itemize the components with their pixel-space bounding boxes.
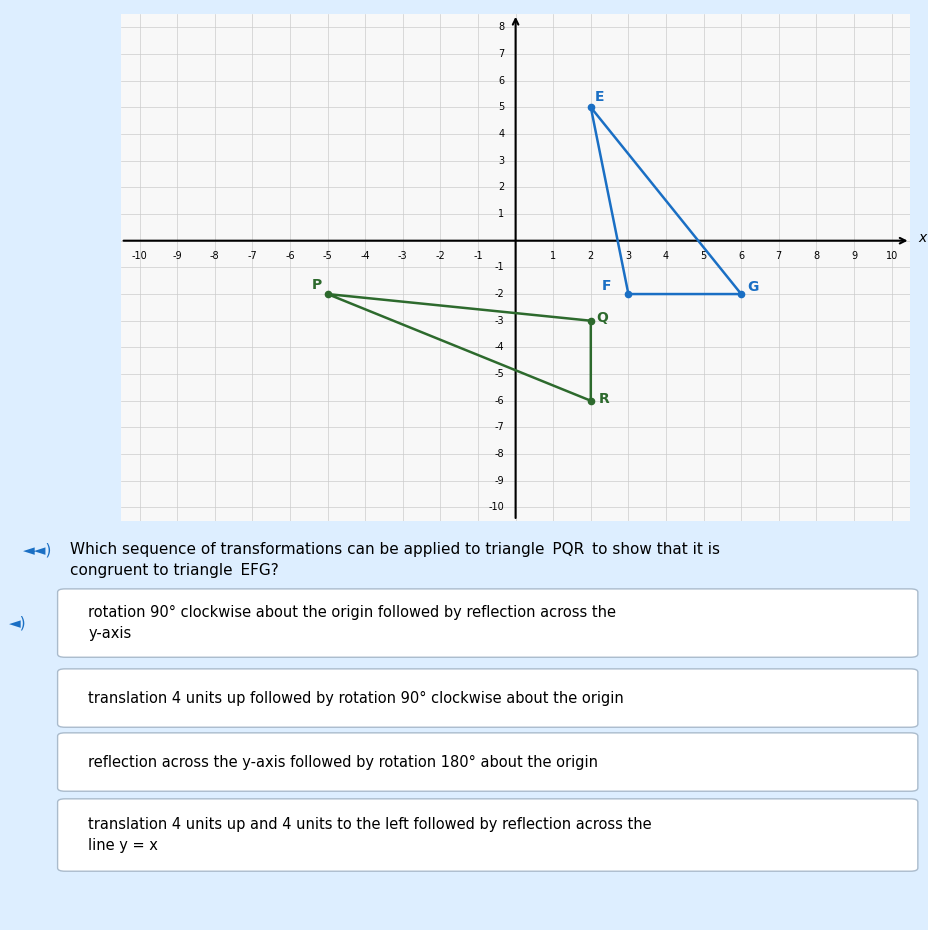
Text: 1: 1 [549,251,556,261]
Text: 1: 1 [497,209,504,219]
Text: 10: 10 [884,251,896,261]
Text: R: R [598,392,609,406]
Text: rotation 90° clockwise about the origin followed by reflection across the
y-axis: rotation 90° clockwise about the origin … [88,605,615,641]
Text: P: P [312,278,322,292]
Text: E: E [594,89,603,103]
Text: -6: -6 [494,396,504,405]
Text: Q: Q [596,311,608,325]
Text: -9: -9 [173,251,182,261]
Text: -10: -10 [488,502,504,512]
Text: -9: -9 [494,476,504,485]
Text: translation 4 units up and 4 units to the left followed by reflection across the: translation 4 units up and 4 units to th… [88,817,651,853]
Text: 2: 2 [497,182,504,193]
Text: -8: -8 [210,251,219,261]
Text: 4: 4 [497,129,504,139]
Text: -2: -2 [435,251,445,261]
Text: -1: -1 [472,251,483,261]
Text: -10: -10 [132,251,148,261]
Text: G: G [746,280,757,295]
Text: 4: 4 [663,251,668,261]
Text: Which sequence of transformations can be applied to triangle  PQR  to show that : Which sequence of transformations can be… [70,542,719,578]
Text: -5: -5 [322,251,332,261]
Text: 8: 8 [813,251,818,261]
Text: 9: 9 [850,251,857,261]
Text: 7: 7 [775,251,781,261]
Text: -8: -8 [494,449,504,459]
Text: 7: 7 [497,49,504,59]
Text: F: F [601,279,611,293]
Text: -3: -3 [494,315,504,326]
Text: 3: 3 [625,251,631,261]
Text: -4: -4 [494,342,504,352]
FancyBboxPatch shape [58,669,917,727]
Text: ◄◄): ◄◄) [23,542,53,557]
Text: reflection across the y-axis followed by rotation 180° about the origin: reflection across the y-axis followed by… [88,754,598,769]
Text: -4: -4 [360,251,369,261]
Text: 5: 5 [497,102,504,113]
Text: 3: 3 [497,155,504,166]
FancyBboxPatch shape [58,733,917,791]
Text: ◄): ◄) [9,616,27,631]
Text: -7: -7 [247,251,257,261]
Text: 8: 8 [497,22,504,33]
FancyBboxPatch shape [58,799,917,871]
Text: 5: 5 [700,251,706,261]
FancyBboxPatch shape [58,589,917,658]
Text: translation 4 units up followed by rotation 90° clockwise about the origin: translation 4 units up followed by rotat… [88,691,624,706]
Text: 2: 2 [587,251,593,261]
Text: -6: -6 [285,251,294,261]
Text: -1: -1 [494,262,504,272]
Text: x: x [917,231,925,245]
Text: 6: 6 [738,251,743,261]
Text: -5: -5 [494,369,504,379]
Text: -7: -7 [494,422,504,432]
Text: 6: 6 [497,75,504,86]
Text: -2: -2 [494,289,504,299]
Text: -3: -3 [397,251,407,261]
